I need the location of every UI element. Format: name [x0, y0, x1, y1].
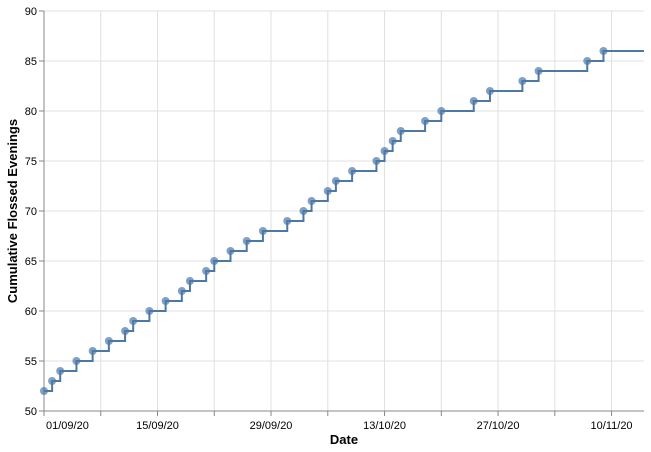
data-point	[177, 287, 186, 295]
data-point	[485, 87, 494, 95]
data-point	[48, 377, 57, 385]
data-point	[40, 387, 48, 395]
x-tick-label: 01/09/20	[46, 420, 89, 432]
data-point	[88, 347, 97, 355]
data-point	[469, 97, 478, 105]
y-tick-label: 65	[25, 256, 37, 268]
data-point	[104, 337, 113, 345]
data-point	[258, 227, 267, 235]
x-tick-label: 10/11/20	[591, 420, 633, 432]
data-point	[161, 297, 170, 305]
data-point	[518, 77, 527, 85]
data-point	[299, 207, 308, 215]
y-tick-label: 85	[25, 56, 37, 68]
y-tick-label: 55	[25, 356, 37, 368]
data-point	[242, 237, 251, 245]
data-point	[121, 327, 130, 335]
data-point	[331, 177, 340, 185]
data-point	[226, 247, 235, 255]
y-tick-label: 60	[25, 306, 37, 318]
y-axis-title: Cumulative Flossed Evenings	[5, 119, 20, 303]
data-point	[380, 147, 389, 155]
x-tick-label: 13/10/20	[363, 420, 406, 432]
data-point	[129, 317, 138, 325]
data-point	[599, 47, 608, 55]
data-point	[185, 277, 194, 285]
data-point	[583, 57, 592, 65]
y-tick-label: 50	[25, 406, 37, 418]
y-tick-label: 70	[25, 206, 37, 218]
data-point	[145, 307, 154, 315]
y-tick-label: 75	[25, 156, 37, 168]
data-point	[421, 117, 430, 125]
data-point	[372, 157, 381, 165]
x-axis-title: Date	[330, 432, 358, 447]
data-point	[56, 367, 65, 375]
data-point	[348, 167, 357, 175]
data-point	[437, 107, 446, 115]
data-point	[202, 267, 211, 275]
data-point	[307, 197, 316, 205]
data-point	[210, 257, 219, 265]
data-point	[396, 127, 405, 135]
y-tick-label: 80	[25, 106, 37, 118]
x-tick-label: 15/09/20	[136, 420, 179, 432]
data-point	[323, 187, 332, 195]
data-line	[44, 50, 644, 392]
x-tick-label: 29/09/20	[250, 420, 293, 432]
data-point	[283, 217, 292, 225]
data-point	[388, 137, 397, 145]
data-point	[534, 67, 543, 75]
y-tick-label: 90	[25, 6, 37, 18]
data-point	[72, 357, 81, 365]
x-tick-label: 27/10/20	[477, 420, 520, 432]
